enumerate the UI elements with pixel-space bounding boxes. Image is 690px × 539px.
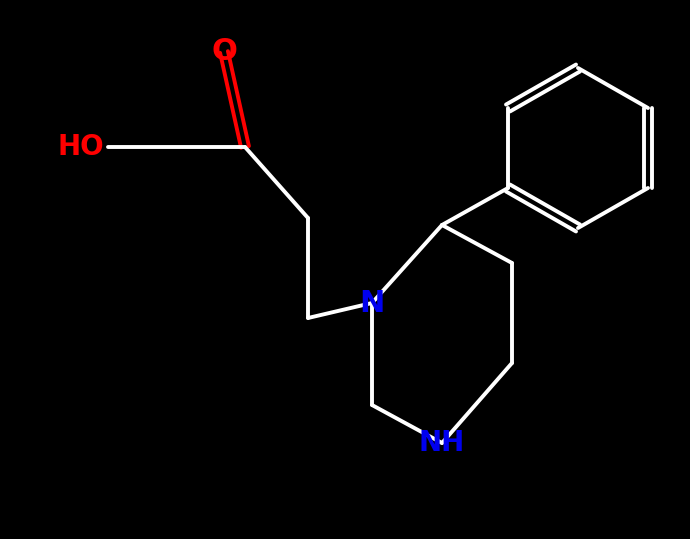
Text: NH: NH [419, 429, 465, 457]
Text: O: O [211, 38, 237, 66]
Text: N: N [359, 288, 385, 317]
Text: HO: HO [57, 133, 104, 161]
